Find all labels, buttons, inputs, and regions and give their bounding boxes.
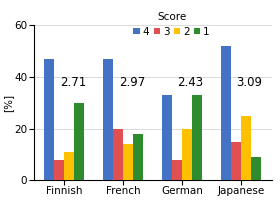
Bar: [241, 116, 251, 180]
Bar: [231, 142, 241, 180]
Bar: [103, 59, 113, 180]
Bar: [123, 144, 133, 180]
Bar: [172, 160, 182, 180]
Bar: [64, 152, 74, 180]
Text: 2.43: 2.43: [178, 76, 204, 89]
Bar: [182, 129, 192, 180]
Bar: [192, 95, 202, 180]
Bar: [251, 157, 261, 180]
Text: 3.09: 3.09: [236, 76, 262, 89]
Y-axis label: [%]: [%]: [3, 94, 13, 112]
Text: 2.71: 2.71: [60, 76, 86, 89]
Bar: [54, 160, 64, 180]
Bar: [221, 46, 231, 180]
Bar: [133, 134, 143, 180]
Legend: 4, 3, 2, 1: 4, 3, 2, 1: [132, 11, 211, 38]
Bar: [45, 59, 54, 180]
Bar: [74, 103, 84, 180]
Bar: [113, 129, 123, 180]
Bar: [162, 95, 172, 180]
Text: 2.97: 2.97: [119, 76, 145, 89]
